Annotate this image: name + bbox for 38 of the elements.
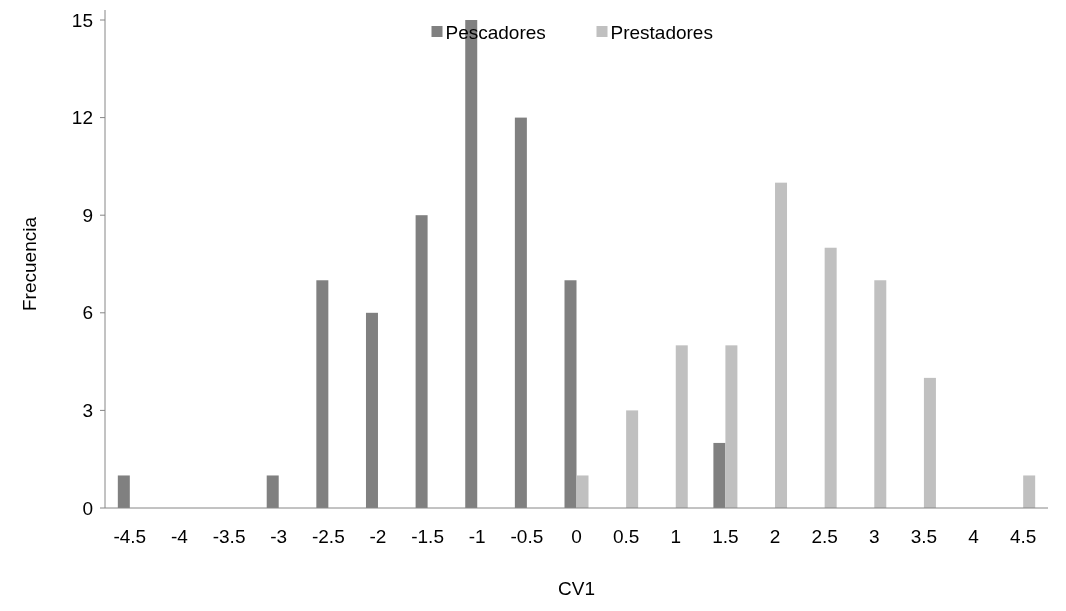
x-tick-label: -3.5 (212, 526, 246, 547)
bar (675, 345, 688, 508)
x-tick-label: -1 (468, 526, 486, 547)
x-tick-label: 4 (968, 526, 980, 547)
x-tick-label: -4 (170, 526, 189, 547)
x-tick-label: -4.5 (113, 526, 147, 547)
x-tick-label: 3.5 (910, 526, 938, 547)
x-tick-label: 1.5 (712, 526, 739, 547)
y-tick-label: 12 (71, 107, 93, 129)
bar (824, 247, 837, 508)
x-tick-label: 2.5 (811, 526, 838, 547)
x-tick-label: 4.5 (1009, 526, 1037, 547)
x-axis-title: CV1 (558, 578, 595, 599)
x-tick-label: 0 (571, 526, 582, 547)
bar (576, 475, 589, 508)
x-tick-label: -1.5 (411, 526, 444, 547)
bar (874, 280, 887, 508)
y-tick-label: 3 (82, 400, 93, 422)
y-tick-label: 6 (82, 302, 93, 324)
x-tick-label: 1 (670, 526, 682, 547)
bar (626, 410, 639, 508)
bar (725, 345, 738, 508)
x-tick-label: -0.5 (510, 526, 544, 547)
bar (923, 377, 936, 508)
legend-label: Prestadores (610, 21, 713, 43)
x-tick-label: 2 (769, 526, 781, 547)
bar (775, 182, 788, 508)
x-tick-label: -2.5 (311, 526, 345, 547)
x-tick-label: -3 (270, 526, 288, 547)
x-tick-label: -2 (369, 526, 387, 547)
y-tick-label: 9 (82, 204, 93, 226)
y-tick-label: 15 (71, 9, 93, 31)
bar (1023, 475, 1036, 508)
legend-label: Pescadores (445, 21, 546, 43)
y-axis-title: Frecuencia (19, 216, 40, 311)
y-tick-label: 0 (82, 497, 93, 519)
x-tick-label: 0.5 (612, 526, 640, 547)
x-tick-label: 3 (869, 526, 880, 547)
